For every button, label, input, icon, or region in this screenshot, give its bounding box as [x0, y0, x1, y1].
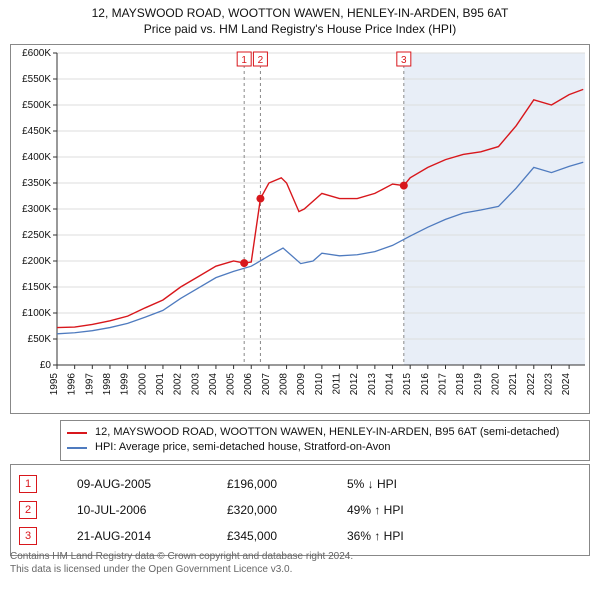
- event-row: 1 09-AUG-2005 £196,000 5% ↓ HPI: [19, 471, 581, 497]
- title-line2: Price paid vs. HM Land Registry's House …: [0, 22, 600, 38]
- event-price: £196,000: [227, 477, 307, 491]
- title-line1: 12, MAYSWOOD ROAD, WOOTTON WAWEN, HENLEY…: [0, 6, 600, 22]
- title-block: 12, MAYSWOOD ROAD, WOOTTON WAWEN, HENLEY…: [0, 0, 600, 37]
- svg-text:2001: 2001: [155, 373, 166, 396]
- event-price: £345,000: [227, 529, 307, 543]
- svg-text:2023: 2023: [543, 373, 554, 396]
- svg-text:2014: 2014: [385, 373, 396, 396]
- svg-text:2006: 2006: [243, 373, 254, 396]
- svg-text:2004: 2004: [208, 373, 219, 396]
- event-marker: 3: [19, 527, 37, 545]
- svg-text:1999: 1999: [120, 373, 131, 396]
- footer-line2: This data is licensed under the Open Gov…: [10, 563, 590, 576]
- svg-text:2015: 2015: [402, 373, 413, 396]
- svg-text:1998: 1998: [102, 373, 113, 396]
- svg-text:£400K: £400K: [22, 152, 51, 163]
- svg-text:2007: 2007: [261, 373, 272, 396]
- svg-text:2008: 2008: [279, 373, 290, 396]
- legend-swatch: [67, 447, 87, 449]
- event-hpi-relation: 49% ↑ HPI: [347, 503, 404, 517]
- event-row: 3 21-AUG-2014 £345,000 36% ↑ HPI: [19, 523, 581, 549]
- event-marker: 2: [19, 501, 37, 519]
- svg-text:2005: 2005: [226, 373, 237, 396]
- svg-text:£350K: £350K: [22, 178, 51, 189]
- event-date: 10-JUL-2006: [77, 503, 187, 517]
- svg-text:2000: 2000: [137, 373, 148, 396]
- svg-text:1: 1: [241, 55, 247, 66]
- chart-area: £0 £50K £100K £150K £200K £250K £300K £350K £400…: [10, 44, 590, 414]
- legend-row: 12, MAYSWOOD ROAD, WOOTTON WAWEN, HENLEY…: [67, 425, 583, 440]
- event-row: 2 10-JUL-2006 £320,000 49% ↑ HPI: [19, 497, 581, 523]
- svg-text:1995: 1995: [49, 373, 60, 396]
- svg-text:2012: 2012: [349, 373, 360, 396]
- svg-text:£50K: £50K: [28, 334, 52, 345]
- svg-text:£600K: £600K: [22, 48, 51, 59]
- svg-text:£150K: £150K: [22, 282, 51, 293]
- svg-text:2020: 2020: [490, 373, 501, 396]
- svg-text:£300K: £300K: [22, 204, 51, 215]
- price-chart: £0 £50K £100K £150K £200K £250K £300K £350K £400…: [11, 45, 589, 413]
- svg-text:2009: 2009: [296, 373, 307, 396]
- svg-text:2021: 2021: [508, 373, 519, 396]
- event-date: 09-AUG-2005: [77, 477, 187, 491]
- legend-row: HPI: Average price, semi-detached house,…: [67, 440, 583, 455]
- event-hpi-relation: 5% ↓ HPI: [347, 477, 397, 491]
- legend: 12, MAYSWOOD ROAD, WOOTTON WAWEN, HENLEY…: [60, 420, 590, 461]
- svg-text:2018: 2018: [455, 373, 466, 396]
- legend-swatch: [67, 432, 87, 434]
- svg-text:2022: 2022: [526, 373, 537, 396]
- svg-text:3: 3: [401, 55, 407, 66]
- footer-line1: Contains HM Land Registry data © Crown c…: [10, 550, 590, 563]
- event-marker: 1: [19, 475, 37, 493]
- event-date: 21-AUG-2014: [77, 529, 187, 543]
- svg-text:£250K: £250K: [22, 230, 51, 241]
- svg-text:2024: 2024: [561, 373, 572, 396]
- event-hpi-relation: 36% ↑ HPI: [347, 529, 404, 543]
- svg-text:£450K: £450K: [22, 126, 51, 137]
- svg-text:1997: 1997: [84, 373, 95, 396]
- svg-text:2010: 2010: [314, 373, 325, 396]
- legend-label: HPI: Average price, semi-detached house,…: [95, 440, 391, 455]
- event-price: £320,000: [227, 503, 307, 517]
- svg-text:£100K: £100K: [22, 308, 51, 319]
- page: 12, MAYSWOOD ROAD, WOOTTON WAWEN, HENLEY…: [0, 0, 600, 590]
- events-table: 1 09-AUG-2005 £196,000 5% ↓ HPI 2 10-JUL-2006…: [10, 464, 590, 556]
- legend-label: 12, MAYSWOOD ROAD, WOOTTON WAWEN, HENLEY…: [95, 425, 559, 440]
- svg-text:2011: 2011: [332, 373, 343, 395]
- svg-text:£0: £0: [40, 360, 52, 371]
- svg-text:1996: 1996: [67, 373, 78, 396]
- svg-text:2016: 2016: [420, 373, 431, 396]
- svg-text:2013: 2013: [367, 373, 378, 396]
- svg-text:2019: 2019: [473, 373, 484, 396]
- svg-text:2017: 2017: [437, 373, 448, 396]
- svg-text:2003: 2003: [190, 373, 201, 396]
- svg-text:£200K: £200K: [22, 256, 51, 267]
- svg-text:£550K: £550K: [22, 74, 51, 85]
- svg-text:2: 2: [258, 55, 264, 66]
- svg-text:2002: 2002: [173, 373, 184, 396]
- footer: Contains HM Land Registry data © Crown c…: [10, 550, 590, 576]
- svg-text:£500K: £500K: [22, 100, 51, 111]
